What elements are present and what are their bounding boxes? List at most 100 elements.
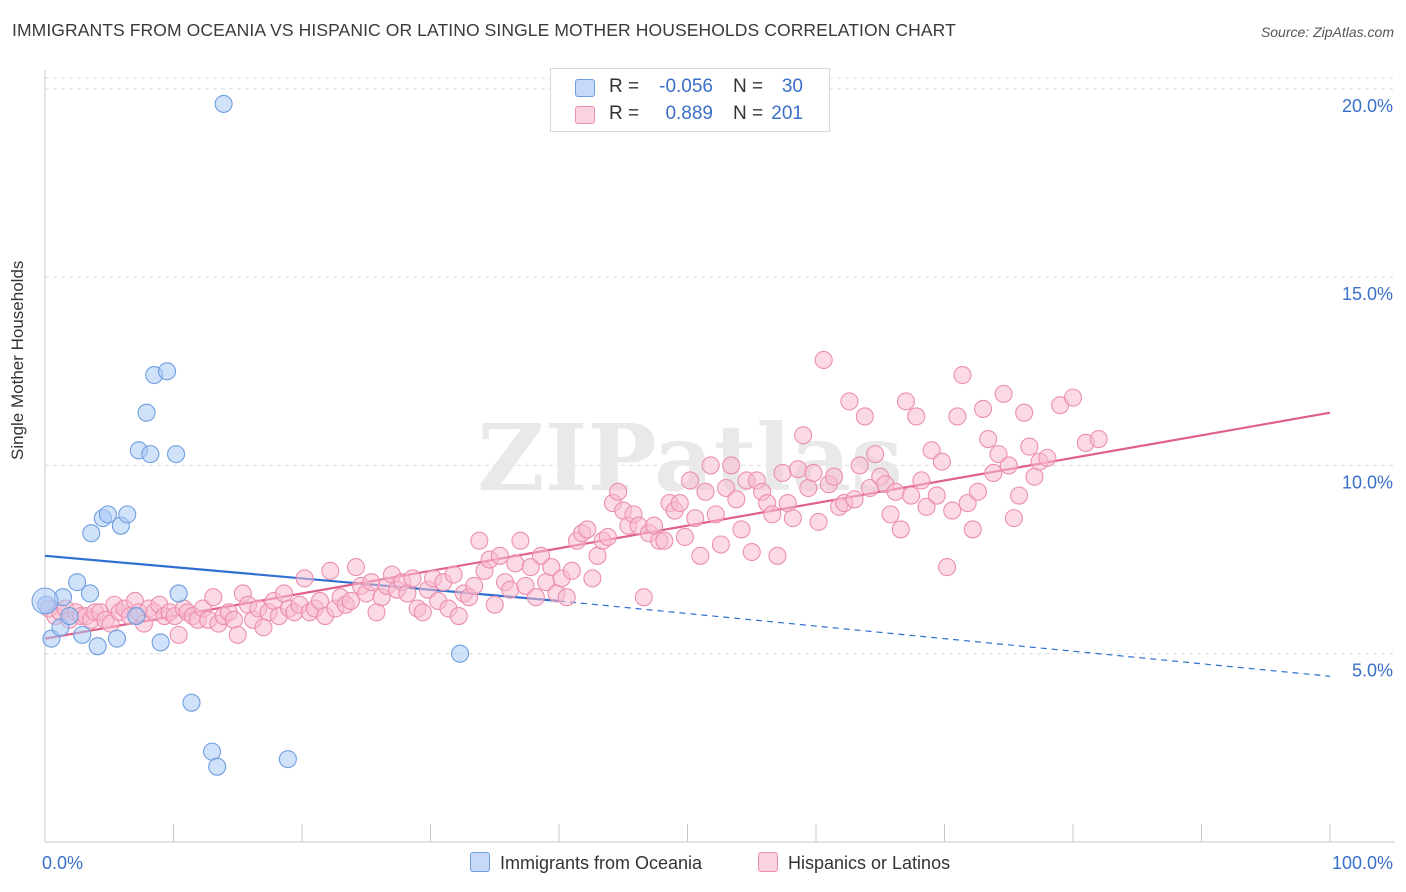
bottom-legend-hispanic-label: Hispanics or Latinos: [788, 853, 951, 873]
hispanic-point: [254, 618, 273, 637]
oceania-point: [88, 637, 107, 656]
hispanic-point: [984, 463, 1003, 482]
hispanic-point: [907, 407, 926, 426]
hispanic-point: [501, 580, 520, 599]
y-tick-label: 20.0%: [1342, 96, 1393, 116]
hispanic-point: [562, 561, 581, 580]
oceania-point: [158, 362, 177, 381]
hispanic-point: [727, 490, 746, 509]
legend-n-value: 201: [771, 103, 803, 124]
oceania-point: [208, 757, 227, 776]
y-axis-label: Single Mother Households: [8, 260, 27, 460]
legend-n-value: 30: [781, 76, 803, 97]
hispanic-point: [799, 478, 818, 498]
oceania-point: [451, 644, 470, 663]
hispanic-point: [722, 456, 741, 475]
bottom-legend-swatch-pink: [758, 852, 778, 872]
hispanic-point: [228, 625, 247, 644]
hispanic-point: [321, 561, 340, 580]
legend-n-label: N =: [733, 76, 764, 97]
hispanic-point: [531, 546, 551, 565]
correlation-legend: R = -0.056 N = 30 R = 0.889 N = 201: [550, 68, 830, 132]
oceania-point: [167, 445, 186, 464]
y-tick-label: 15.0%: [1342, 284, 1393, 304]
hispanic-point: [927, 486, 946, 505]
hispanic-point: [521, 558, 540, 577]
legend-n-label: N =: [733, 103, 764, 124]
hispanic-point: [850, 456, 869, 475]
hispanic-point: [449, 606, 468, 626]
hispanic-point: [681, 471, 700, 490]
bottom-legend-hispanic: Hispanics or Latinos: [758, 852, 950, 874]
hispanic-point: [1089, 430, 1108, 449]
hispanic-point: [809, 512, 828, 531]
hispanic-point: [742, 542, 761, 562]
hispanic-point: [999, 456, 1018, 475]
hispanic-point: [902, 486, 921, 505]
legend-swatch-blue: [575, 79, 595, 97]
oceania-point: [127, 606, 146, 626]
legend-row-hispanic: R = 0.889 N = 201: [551, 101, 829, 127]
oceania-point: [68, 573, 87, 592]
legend-r-label: R =: [609, 76, 640, 97]
hispanic-point: [398, 584, 417, 603]
oceania-point: [107, 629, 127, 648]
hispanic-point: [783, 509, 802, 528]
hispanic-point: [968, 482, 987, 501]
hispanic-point: [274, 584, 294, 603]
hispanic-point: [490, 546, 509, 565]
hispanic-point: [295, 569, 314, 588]
hispanic-point: [732, 520, 751, 539]
oceania-point: [151, 633, 170, 652]
tick-label-layer: 5.0% 10.0% 15.0% 20.0% 0.0% 100.0%: [42, 96, 1393, 873]
hispanic-point: [773, 463, 792, 482]
oceania-point: [278, 750, 297, 769]
hispanic-point: [403, 569, 422, 588]
hispanic-point: [465, 576, 484, 595]
hispanic-point: [1015, 403, 1034, 422]
oceania-point: [118, 505, 137, 524]
legend-row-oceania: R = -0.056 N = 30: [551, 74, 829, 100]
x-tick-label-max: 100.0%: [1332, 853, 1393, 873]
hispanic-point: [706, 505, 725, 524]
hispanic-point: [1038, 448, 1057, 467]
hispanic-point: [912, 471, 931, 490]
hispanic-point: [1004, 509, 1023, 528]
hispanic-point: [506, 554, 525, 573]
hispanic-point: [979, 430, 998, 449]
hispanic-point: [341, 591, 360, 611]
hispanic-point: [578, 520, 597, 539]
hispanic-point: [362, 573, 381, 592]
oceania-point: [169, 584, 188, 603]
hispanic-point: [778, 494, 797, 513]
points-layer: [31, 94, 1108, 776]
hispanic-point: [963, 520, 982, 539]
oceania-point: [60, 606, 79, 626]
hispanic-point: [526, 588, 545, 607]
hispanic-point: [367, 603, 386, 622]
hispanic-point: [973, 399, 993, 418]
hispanic-point: [346, 558, 366, 577]
oceania-trendline-extension: [558, 600, 1331, 677]
hispanic-point: [516, 576, 535, 595]
hispanic-point: [896, 392, 916, 411]
hispanic-point: [413, 603, 432, 622]
hispanic-point: [711, 535, 730, 554]
oceania-point-large: [31, 587, 59, 615]
hispanic-point: [788, 460, 808, 479]
axis-layer: [44, 70, 1395, 843]
oceania-point: [82, 524, 101, 543]
hispanic-point: [845, 490, 864, 509]
legend-r-value: 0.889: [665, 103, 713, 124]
hispanic-point: [855, 407, 874, 426]
oceania-point: [182, 693, 201, 712]
hispanic-point: [922, 441, 941, 460]
hispanic-point: [701, 456, 720, 475]
x-tick-label-min: 0.0%: [42, 853, 83, 873]
hispanic-point: [444, 565, 463, 584]
hispanic-point: [716, 478, 736, 498]
y-tick-label: 10.0%: [1342, 472, 1393, 492]
legend-r-label: R =: [609, 103, 640, 124]
oceania-point: [137, 403, 156, 422]
hispanic-point: [609, 482, 628, 501]
